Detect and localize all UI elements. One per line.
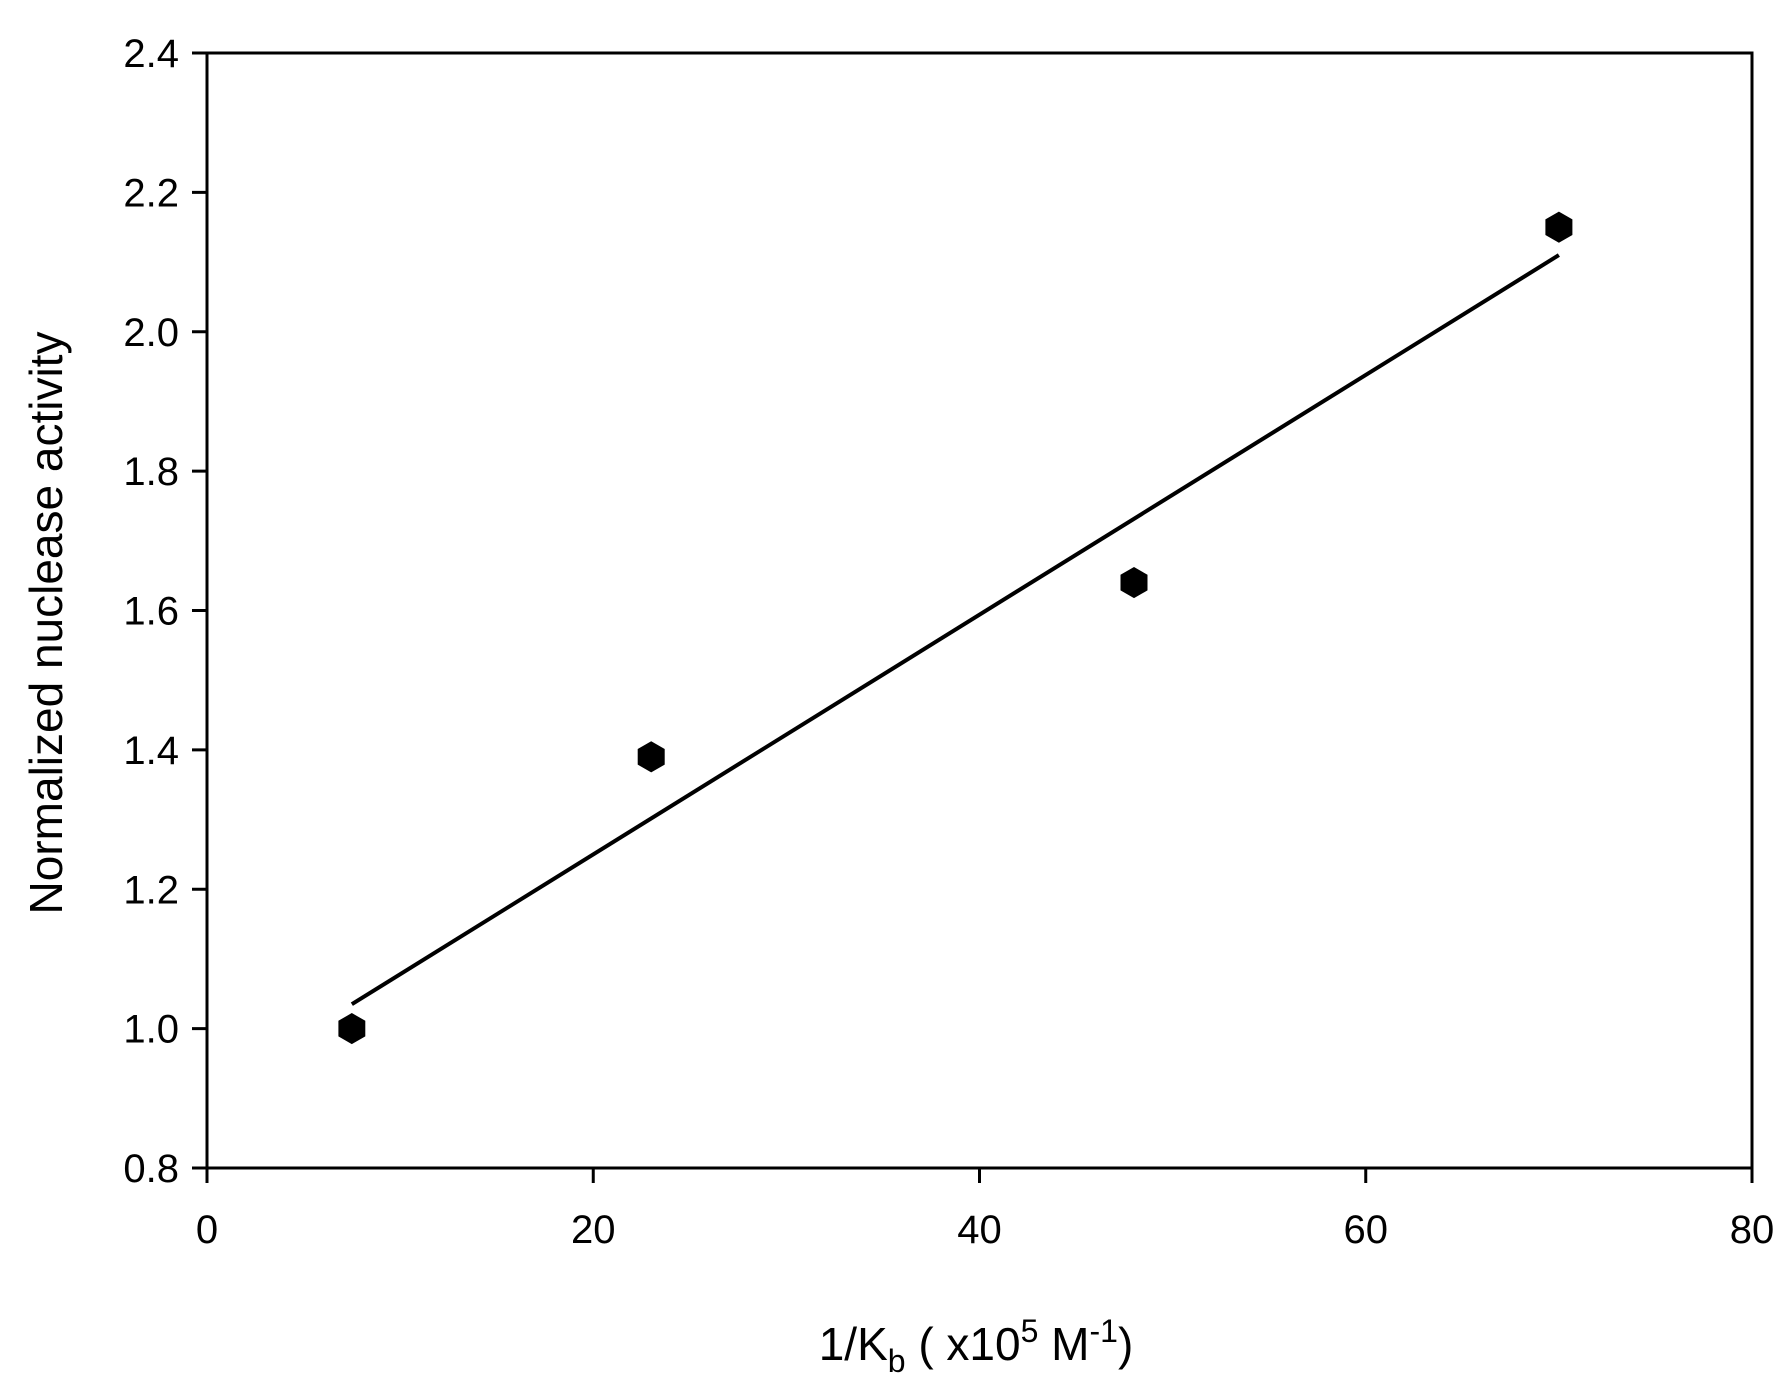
- y-tick-label: 1.2: [123, 868, 179, 912]
- x-tick-label: 80: [1730, 1208, 1775, 1252]
- y-tick-label: 1.6: [123, 590, 179, 634]
- y-tick-label: 2.0: [123, 311, 179, 355]
- x-axis-title-base: 1/K: [819, 1318, 888, 1370]
- x-tick-label: 60: [1344, 1208, 1389, 1252]
- x-tick-label: 0: [196, 1208, 218, 1252]
- x-axis-ticks: 0 20 40 60 80: [196, 1168, 1774, 1252]
- x-axis-title-superscript-2: -1: [1090, 1313, 1118, 1349]
- y-tick-label: 1.4: [123, 729, 179, 773]
- x-axis-title-unit-mid: M: [1038, 1318, 1089, 1370]
- x-axis-title-unit-open: ( x10: [906, 1318, 1021, 1370]
- data-points-layer: [338, 211, 1573, 1045]
- data-point: [1120, 567, 1148, 599]
- x-axis-title-superscript: 5: [1021, 1313, 1039, 1349]
- x-axis-title: 1/Kb ( x105 M-1): [819, 1313, 1134, 1379]
- data-point: [1545, 211, 1573, 243]
- y-tick-label: 1.0: [123, 1008, 179, 1052]
- x-axis-title-subscript: b: [888, 1343, 906, 1379]
- data-point: [637, 741, 665, 773]
- y-tick-label: 0.8: [123, 1147, 179, 1191]
- fit-line-layer: [350, 253, 1560, 1006]
- x-axis-title-unit-close: ): [1118, 1318, 1133, 1370]
- y-tick-label: 2.4: [123, 32, 179, 76]
- x-tick-label: 40: [957, 1208, 1002, 1252]
- y-tick-label: 2.2: [123, 171, 179, 215]
- plot-border: [205, 51, 1754, 1170]
- data-point: [338, 1013, 366, 1045]
- x-tick-label: 20: [571, 1208, 616, 1252]
- y-tick-label: 1.8: [123, 450, 179, 494]
- plot-frame: [205, 51, 1754, 1170]
- y-axis-title: Normalized nuclease activity: [20, 332, 72, 915]
- y-axis-ticks: 0.8 1.0 1.2 1.4 1.6 1.8 2.0 2.2 2.4: [123, 32, 207, 1191]
- fit-line: [350, 253, 1560, 1006]
